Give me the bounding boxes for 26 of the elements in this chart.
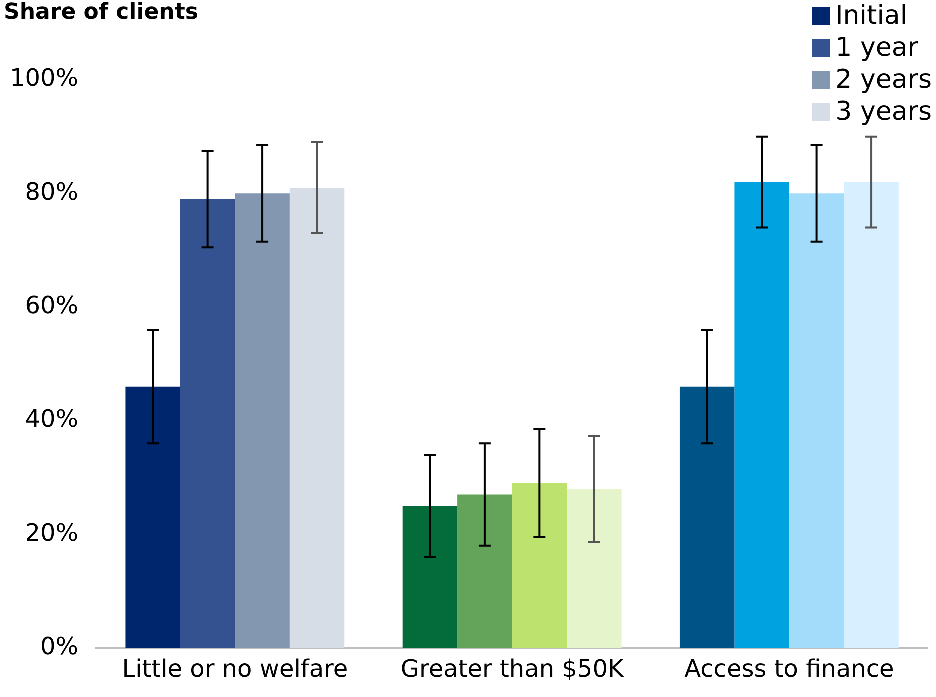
bar <box>290 188 345 648</box>
legend-label: 1 year <box>836 32 918 64</box>
bar <box>789 194 844 648</box>
x-tick-label: Access to finance <box>684 654 894 683</box>
y-tick-label: 80% <box>25 178 79 206</box>
legend-label: Initial <box>836 0 908 32</box>
chart-title: Share of clients <box>4 0 198 25</box>
bar <box>235 194 290 648</box>
y-tick-label: 60% <box>25 292 79 320</box>
legend-label: 2 years <box>836 64 932 96</box>
bar <box>844 182 899 648</box>
y-tick-label: 20% <box>25 518 79 547</box>
bar <box>567 489 622 648</box>
bar <box>734 182 790 648</box>
bar <box>512 483 568 648</box>
bar <box>180 199 236 648</box>
y-tick-label: 0% <box>40 632 79 660</box>
y-tick-label: 40% <box>25 405 79 434</box>
bar <box>402 506 458 648</box>
bar <box>680 386 735 648</box>
legend-label: 3 years <box>836 96 932 128</box>
x-tick-label: Little or no welfare <box>122 654 348 683</box>
y-tick-label: 100% <box>10 64 79 92</box>
bar <box>458 494 512 648</box>
bar <box>126 386 180 648</box>
x-tick-label: Greater than $50K <box>400 654 625 683</box>
